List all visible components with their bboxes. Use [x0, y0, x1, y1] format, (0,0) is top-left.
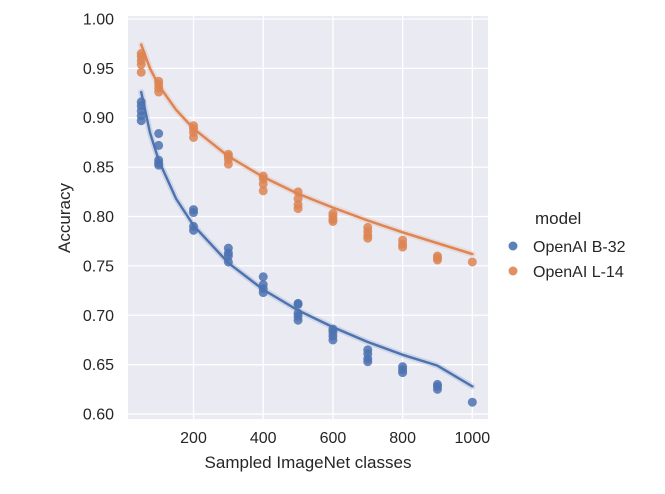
legend-marker-b32 [508, 241, 518, 251]
data-point-0-40 [432, 384, 442, 394]
data-point-1-19 [258, 179, 268, 189]
data-point-1-32 [363, 233, 373, 243]
data-point-1-39 [467, 257, 477, 267]
legend-label-l14: OpenAI L-14 [533, 264, 624, 281]
y-tick-label: 0.85 [83, 160, 114, 177]
data-point-0-13 [189, 225, 199, 235]
y-tick-label: 0.80 [83, 209, 114, 226]
y-tick-label: 0.90 [83, 110, 114, 127]
data-point-1-12 [189, 132, 199, 142]
data-point-1-35 [398, 242, 408, 252]
data-point-0-41 [467, 397, 477, 407]
data-point-0-4 [136, 116, 146, 126]
data-point-1-8 [154, 87, 164, 97]
x-tick-label: 600 [320, 430, 347, 447]
x-tick-label: 800 [389, 430, 416, 447]
data-point-0-11 [189, 208, 199, 218]
x-tick-label: 200 [180, 430, 207, 447]
data-point-0-23 [293, 299, 303, 309]
data-point-1-24 [293, 204, 303, 214]
y-tick-label: 1.00 [83, 11, 114, 28]
data-point-0-18 [258, 272, 268, 282]
x-axis-label: Sampled ImageNet classes [205, 453, 412, 472]
data-point-0-30 [328, 335, 338, 345]
y-tick-label: 0.60 [83, 407, 114, 424]
data-point-1-28 [328, 216, 338, 226]
legend-label-b32: OpenAI B-32 [533, 239, 626, 256]
y-tick-label: 0.75 [83, 258, 114, 275]
data-point-0-9 [154, 160, 164, 170]
x-tick-label: 400 [250, 430, 277, 447]
data-point-0-37 [398, 368, 408, 378]
data-point-1-4 [136, 67, 146, 77]
data-point-0-21 [258, 288, 268, 298]
legend-title: model [535, 209, 581, 228]
y-axis-label: Accuracy [55, 183, 74, 253]
data-point-1-3 [136, 59, 146, 69]
data-point-1-21 [293, 187, 303, 197]
grid [128, 16, 488, 419]
data-point-0-6 [154, 140, 164, 150]
plot-background [128, 16, 488, 419]
data-point-0-17 [223, 257, 233, 267]
legend-marker-l14 [508, 266, 518, 276]
x-tick-label: 1000 [455, 430, 491, 447]
y-tick-label: 0.95 [83, 61, 114, 78]
data-points [136, 49, 477, 407]
data-point-0-34 [363, 357, 373, 367]
data-point-1-16 [223, 159, 233, 169]
y-tick-label: 0.65 [83, 357, 114, 374]
y-axis: 0.60 0.65 0.70 0.75 0.80 0.85 0.90 0.95 1.00 [83, 11, 114, 423]
data-point-0-26 [293, 315, 303, 325]
data-point-1-20 [258, 186, 268, 196]
x-axis: 200 400 600 800 1000 [180, 430, 490, 447]
legend: model OpenAI B-32 OpenAI L-14 [508, 209, 626, 281]
y-tick-label: 0.70 [83, 308, 114, 325]
data-point-1-38 [432, 255, 442, 265]
data-point-0-5 [154, 129, 164, 139]
